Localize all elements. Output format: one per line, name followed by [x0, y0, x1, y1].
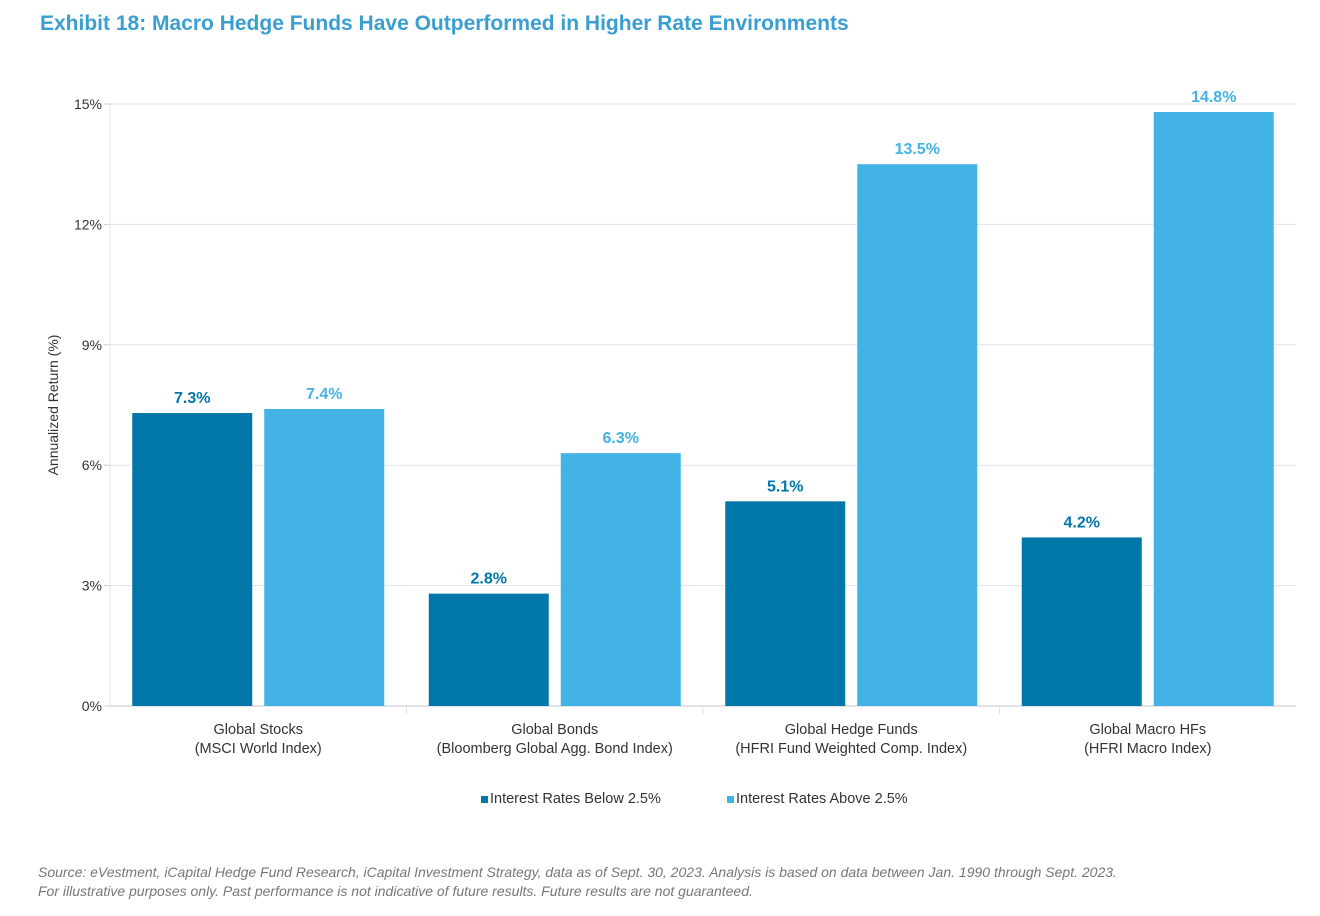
bar	[1021, 537, 1142, 706]
bar	[560, 453, 681, 706]
bar	[1153, 112, 1274, 706]
data-label: 7.4%	[306, 386, 342, 403]
legend-swatch-above	[727, 795, 734, 803]
data-label: 6.3%	[603, 430, 639, 447]
bar	[725, 501, 846, 706]
category-label: (HFRI Fund Weighted Comp. Index)	[735, 741, 967, 757]
source-line-2: For illustrative purposes only. Past per…	[38, 883, 753, 899]
data-label: 5.1%	[767, 478, 803, 495]
legend-item-above: Interest Rates Above 2.5%	[727, 791, 908, 807]
y-axis-label: Annualized Return (%)	[45, 335, 61, 476]
legend-label-below: Interest Rates Below 2.5%	[490, 791, 661, 807]
category-label: (HFRI Macro Index)	[1084, 741, 1211, 757]
category-label: Global Macro HFs	[1089, 722, 1206, 738]
bar	[264, 409, 385, 706]
y-tick-label: 15%	[74, 96, 102, 112]
category-label: Global Bonds	[511, 722, 598, 738]
y-tick-label: 6%	[82, 457, 102, 473]
legend-item-below: Interest Rates Below 2.5%	[481, 791, 661, 807]
y-tick-label: 9%	[82, 337, 102, 353]
data-label: 14.8%	[1191, 89, 1236, 106]
y-tick-label: 3%	[82, 578, 102, 594]
category-label: Global Stocks	[214, 722, 303, 738]
data-label: 4.2%	[1064, 514, 1100, 531]
data-label: 7.3%	[174, 390, 210, 407]
bar-chart: 0% 3% 6% 9% 12% 15% Annualized Return (%) Globa…	[45, 89, 1296, 757]
chart-title: Exhibit 18: Macro Hedge Funds Have Outpe…	[40, 12, 849, 35]
bar	[132, 413, 253, 706]
legend-label-above: Interest Rates Above 2.5%	[736, 791, 908, 807]
y-tick-label: 12%	[74, 216, 102, 232]
category-label: (Bloomberg Global Agg. Bond Index)	[437, 741, 673, 757]
legend-swatch-below	[481, 795, 488, 803]
bar	[857, 164, 978, 706]
bar	[428, 593, 549, 706]
category-label: (MSCI World Index)	[195, 741, 322, 757]
data-label: 2.8%	[471, 571, 507, 588]
source-note: Source: eVestment, iCapital Hedge Fund R…	[38, 863, 1117, 901]
y-tick-label: 0%	[82, 698, 102, 714]
data-label: 13.5%	[895, 141, 940, 158]
category-label: Global Hedge Funds	[785, 722, 918, 738]
source-line-1: Source: eVestment, iCapital Hedge Fund R…	[38, 864, 1117, 880]
